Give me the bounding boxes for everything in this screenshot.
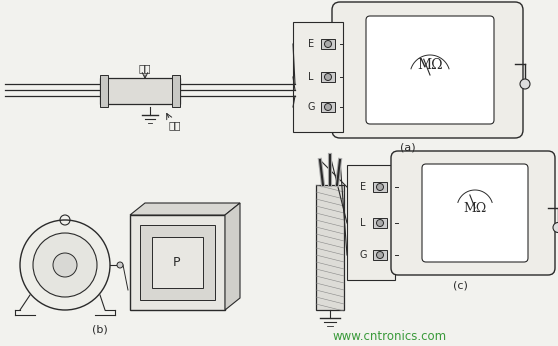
Text: L: L bbox=[360, 218, 365, 228]
Bar bbox=[152, 237, 203, 288]
Polygon shape bbox=[130, 203, 240, 215]
Circle shape bbox=[20, 220, 110, 310]
Bar bbox=[321, 72, 335, 82]
Circle shape bbox=[377, 219, 383, 227]
Bar bbox=[347, 165, 395, 280]
Circle shape bbox=[117, 262, 123, 268]
FancyBboxPatch shape bbox=[332, 2, 523, 138]
Bar bbox=[140, 225, 215, 300]
Text: (c): (c) bbox=[453, 280, 468, 290]
FancyBboxPatch shape bbox=[366, 16, 494, 124]
Text: 鉢管: 鉢管 bbox=[139, 63, 151, 73]
Text: www.cntronics.com: www.cntronics.com bbox=[333, 330, 447, 344]
FancyBboxPatch shape bbox=[391, 151, 555, 275]
Text: G: G bbox=[307, 102, 315, 112]
Bar bbox=[100, 78, 180, 104]
Text: E: E bbox=[360, 182, 366, 192]
Circle shape bbox=[553, 222, 558, 233]
Text: P: P bbox=[173, 255, 181, 268]
Text: MΩ: MΩ bbox=[417, 58, 443, 72]
Bar bbox=[373, 250, 387, 260]
Bar bbox=[316, 185, 344, 310]
Bar bbox=[172, 75, 180, 107]
Bar bbox=[293, 22, 343, 132]
Bar bbox=[321, 39, 335, 49]
Bar bbox=[130, 215, 225, 310]
Text: (a): (a) bbox=[400, 143, 416, 153]
Circle shape bbox=[377, 183, 383, 191]
Circle shape bbox=[325, 103, 331, 110]
Circle shape bbox=[53, 253, 77, 277]
Circle shape bbox=[377, 252, 383, 258]
Text: 导线: 导线 bbox=[169, 120, 181, 130]
Circle shape bbox=[325, 73, 331, 81]
Bar bbox=[321, 102, 335, 112]
Text: MΩ: MΩ bbox=[463, 201, 487, 215]
Bar bbox=[373, 182, 387, 192]
Polygon shape bbox=[225, 203, 240, 310]
Text: (b): (b) bbox=[92, 325, 108, 335]
Circle shape bbox=[520, 79, 530, 89]
Bar bbox=[100, 75, 108, 107]
Text: E: E bbox=[308, 39, 314, 49]
Circle shape bbox=[325, 40, 331, 47]
Circle shape bbox=[33, 233, 97, 297]
FancyBboxPatch shape bbox=[422, 164, 528, 262]
Text: G: G bbox=[359, 250, 367, 260]
Bar bbox=[373, 218, 387, 228]
Text: L: L bbox=[308, 72, 314, 82]
